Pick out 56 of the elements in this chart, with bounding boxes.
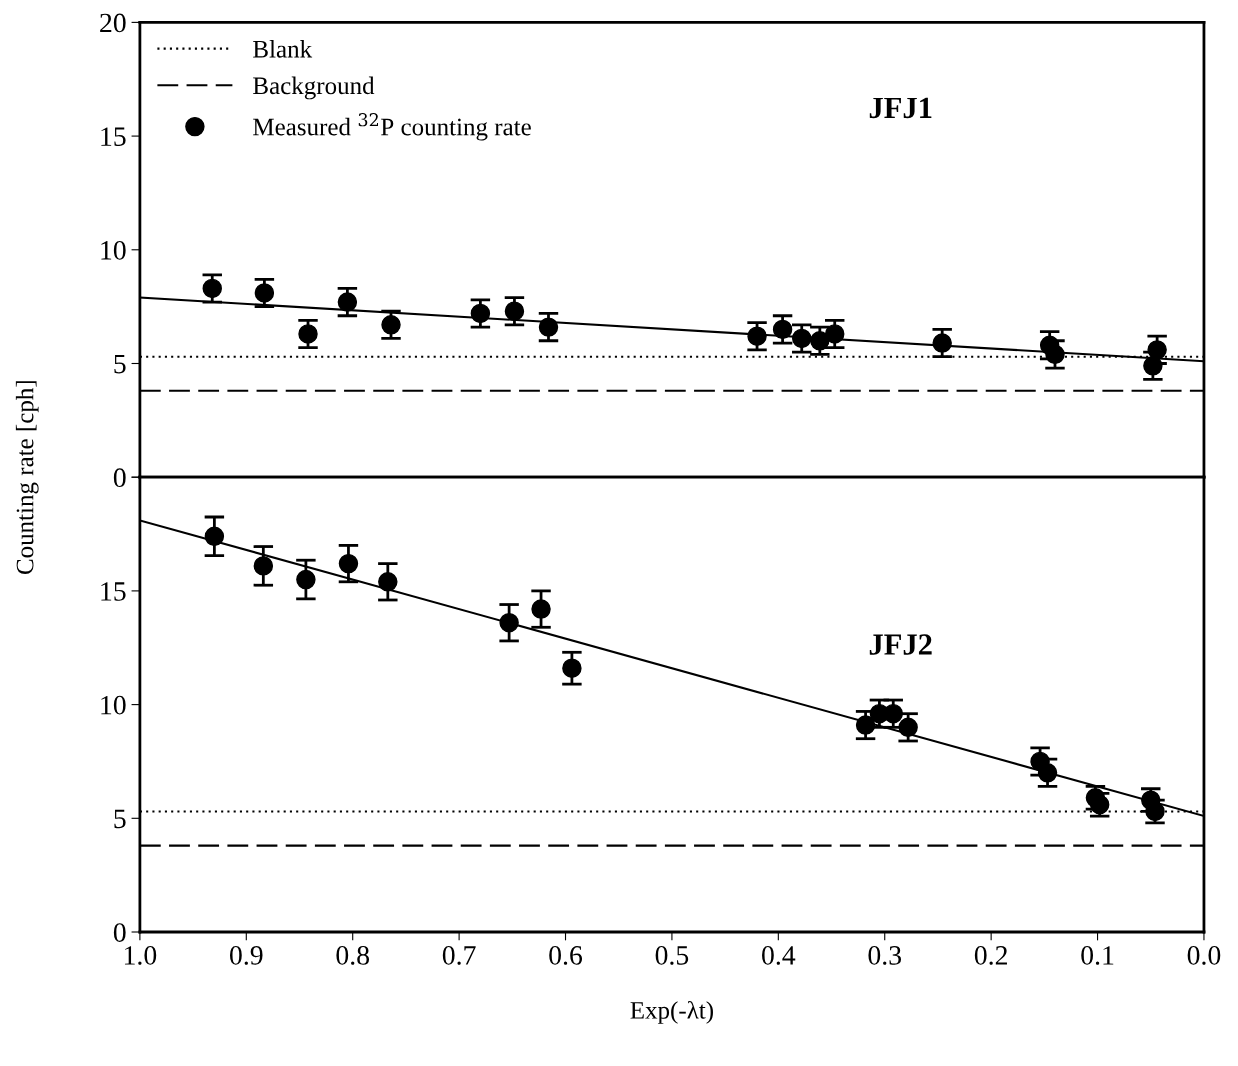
point — [810, 331, 830, 351]
x-tick-label: 0.3 — [868, 946, 902, 965]
point — [378, 572, 398, 592]
point — [883, 703, 903, 724]
point — [1037, 763, 1058, 783]
point — [531, 599, 551, 619]
point — [1147, 340, 1167, 360]
point — [792, 328, 812, 349]
point — [932, 333, 952, 353]
y-axis-title: Counting rate [cph] — [15, 381, 39, 575]
y-tick-label: 15 — [101, 582, 126, 601]
x-axis-title: Exp(-λt) — [630, 1000, 713, 1024]
x-tick-label: 0.7 — [442, 946, 476, 965]
legend-label: Measured $^{32}$P counting rate — [253, 113, 531, 141]
point — [825, 324, 845, 344]
point — [747, 326, 767, 346]
point — [381, 315, 401, 335]
point — [499, 613, 519, 633]
legend-label: Blank — [253, 40, 313, 58]
x-tick-label: 0.2 — [974, 946, 1007, 965]
point — [898, 717, 918, 738]
y-tick-label: 15 — [101, 127, 126, 146]
x-tick-label: 0.0 — [1187, 946, 1221, 965]
y-tick-label: 0 — [113, 923, 126, 942]
x-tick-label: 0.8 — [336, 946, 370, 965]
annotation: JFJ2 — [869, 634, 932, 655]
point — [772, 319, 793, 340]
x-tick-label: 0.5 — [655, 946, 689, 965]
point — [562, 658, 582, 678]
point — [855, 715, 876, 735]
legend-label: Background — [253, 76, 375, 100]
point — [504, 301, 525, 321]
point — [202, 278, 222, 299]
point — [296, 569, 316, 590]
point — [1045, 344, 1065, 365]
point — [298, 324, 318, 344]
annotation: JFJ1 — [869, 97, 932, 119]
point — [470, 303, 491, 324]
y-tick-label: 10 — [101, 240, 126, 260]
point — [337, 292, 358, 312]
x-tick-label: 0.4 — [762, 946, 796, 965]
point — [338, 553, 359, 574]
y-tick-label: 20 — [100, 13, 126, 33]
point — [538, 317, 559, 337]
x-tick-label: 0.6 — [549, 946, 583, 965]
x-tick-label: 0.9 — [230, 946, 263, 965]
x-tick-label: 1.0 — [124, 946, 157, 965]
y-tick-label: 10 — [101, 695, 126, 715]
point — [253, 556, 274, 576]
point — [204, 526, 225, 547]
y-tick-label: 5 — [114, 809, 126, 829]
y-tick-label: 0 — [113, 468, 126, 488]
point — [254, 283, 275, 303]
point — [1143, 356, 1163, 376]
x-tick-label: 0.1 — [1081, 946, 1114, 965]
y-tick-label: 5 — [114, 354, 126, 374]
